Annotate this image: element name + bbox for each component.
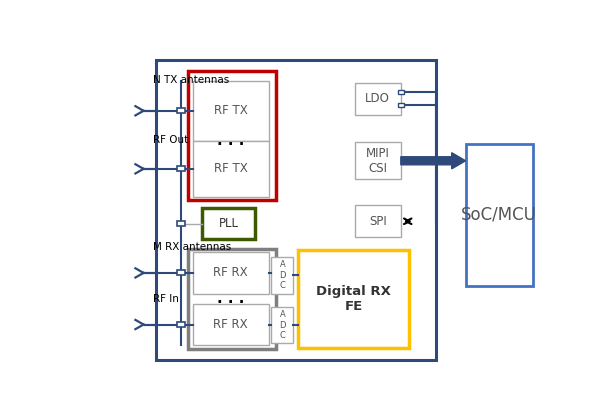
Bar [355,205,401,238]
Bar [188,249,276,349]
Text: RF TX: RF TX [214,104,248,117]
Bar [193,303,269,346]
Text: SoC/MCU: SoC/MCU [461,206,537,224]
Text: RF In: RF In [153,294,179,304]
Bar [466,144,533,286]
Bar [398,90,404,94]
Bar [156,60,436,360]
Bar [193,252,269,294]
Bar [177,270,184,275]
Text: . . .: . . . [217,291,244,306]
Bar [177,108,184,114]
Text: N TX antennas: N TX antennas [153,75,229,85]
Text: A
D
C: A D C [279,261,285,290]
Bar [202,208,255,239]
Bar [398,103,404,107]
Bar [177,166,184,171]
Text: LDO: LDO [365,92,390,105]
Text: M RX antennas: M RX antennas [153,242,232,252]
Text: RF TX: RF TX [214,162,248,175]
Bar [177,322,184,327]
Text: MIPI
CSI: MIPI CSI [366,147,390,175]
Text: PLL: PLL [219,217,238,230]
Bar [271,308,294,343]
Text: RF RX: RF RX [214,266,248,279]
Bar [188,71,276,200]
Bar [355,83,401,115]
Bar [193,81,269,141]
Polygon shape [401,153,466,169]
Text: Digital RX
FE: Digital RX FE [316,285,391,313]
Text: A
D
C: A D C [279,310,285,340]
Text: RF RX: RF RX [214,318,248,331]
Text: . . .: . . . [217,133,244,148]
Bar [193,141,269,197]
Bar [177,221,184,226]
Text: SPI: SPI [369,215,386,228]
Bar [355,142,401,179]
Bar [298,250,409,348]
Text: RF Out: RF Out [153,135,189,145]
Bar [271,257,294,294]
